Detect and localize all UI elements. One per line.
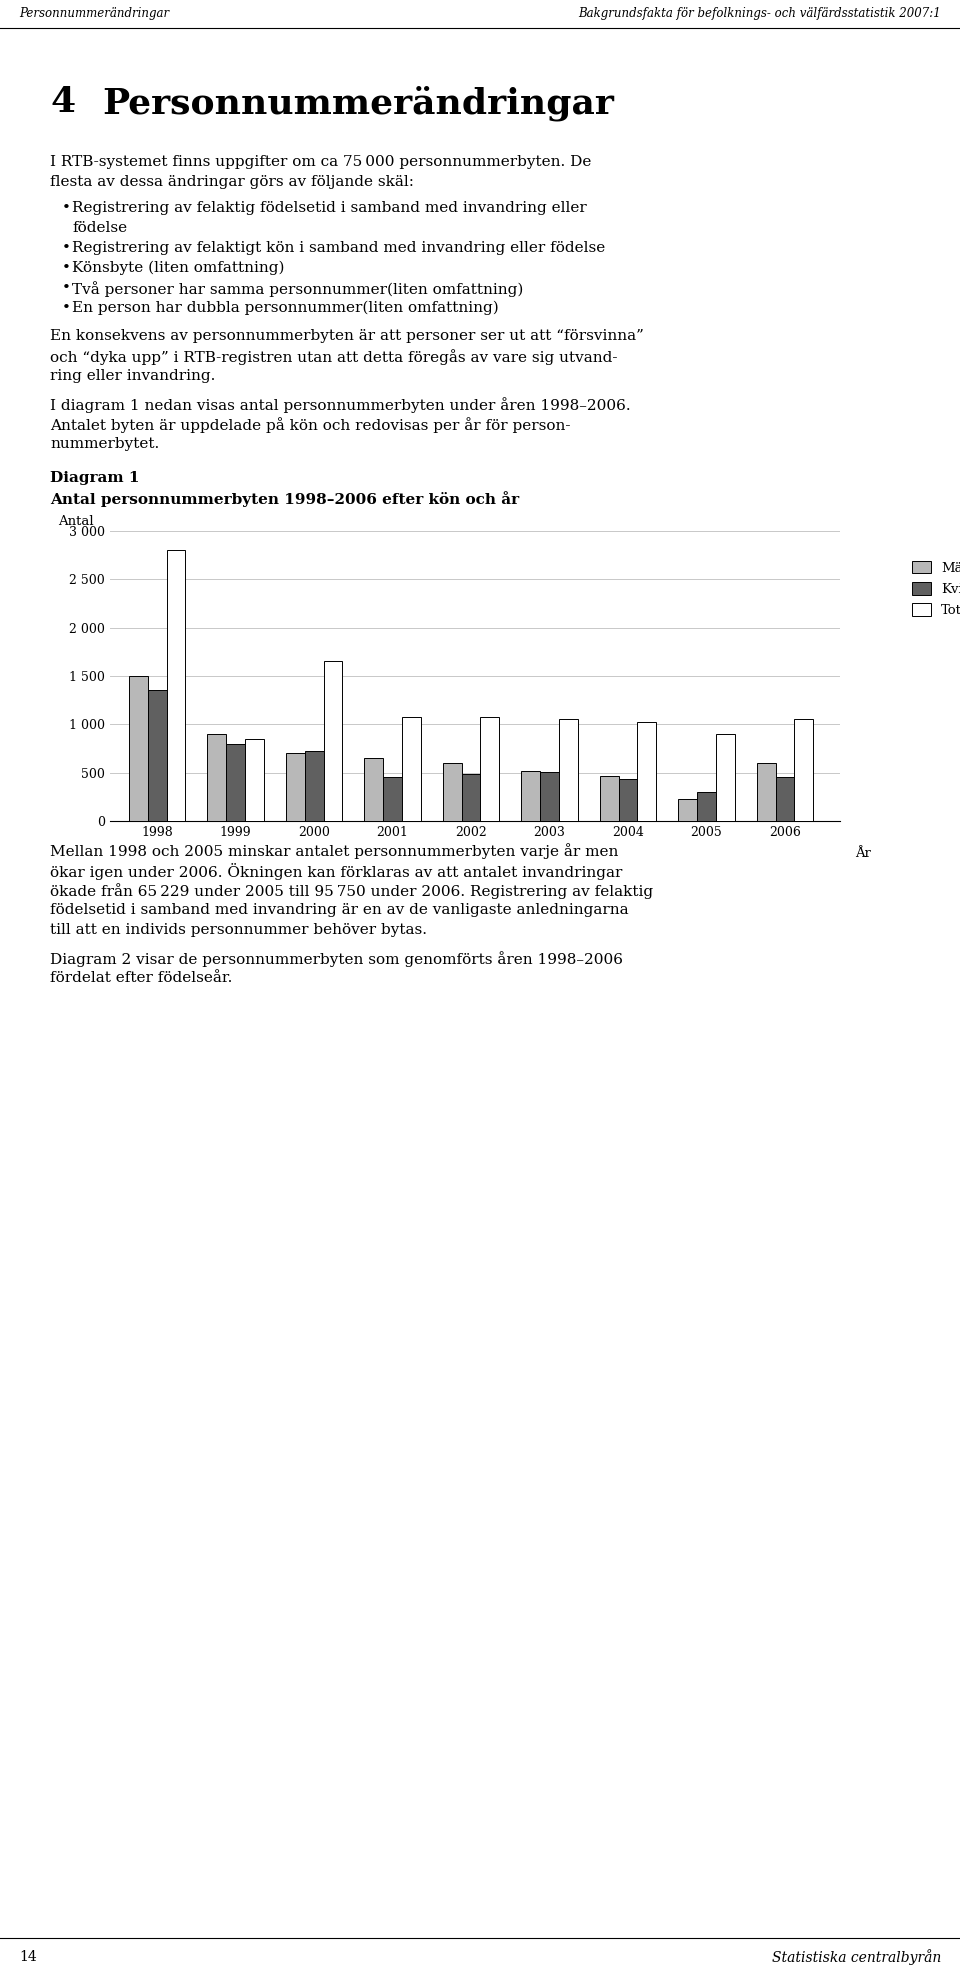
Text: Personnummerändringar: Personnummerändringar bbox=[19, 8, 169, 20]
Bar bbox=[540, 772, 559, 821]
Text: •: • bbox=[62, 201, 71, 215]
Bar bbox=[443, 764, 462, 821]
Bar bbox=[679, 799, 697, 821]
Text: födelse: födelse bbox=[72, 221, 127, 234]
Bar bbox=[756, 764, 776, 821]
Text: •: • bbox=[62, 262, 71, 276]
Text: nummerbytet.: nummerbytet. bbox=[50, 437, 159, 451]
Bar bbox=[559, 719, 578, 821]
Text: Antal personnummerbyten 1998–2006 efter kön och år: Antal personnummerbyten 1998–2006 efter … bbox=[50, 490, 519, 506]
Text: Statistiska centralbyrån: Statistiska centralbyrån bbox=[772, 1949, 941, 1965]
Text: fördelat efter födelseår.: fördelat efter födelseår. bbox=[50, 971, 232, 984]
Text: till att en individs personnummer behöver bytas.: till att en individs personnummer behöve… bbox=[50, 923, 427, 937]
Text: Två personer har samma personnummer(liten omfattning): Två personer har samma personnummer(lite… bbox=[72, 282, 523, 297]
Text: ökar igen under 2006. Ökningen kan förklaras av att antalet invandringar: ökar igen under 2006. Ökningen kan förkl… bbox=[50, 862, 622, 880]
Text: Diagram 1: Diagram 1 bbox=[50, 471, 139, 484]
Text: •: • bbox=[62, 301, 71, 315]
Text: och “dyka upp” i RTB-registren utan att detta föregås av vare sig utvand-: och “dyka upp” i RTB-registren utan att … bbox=[50, 349, 617, 364]
Text: Antalet byten är uppdelade på kön och redovisas per år för person-: Antalet byten är uppdelade på kön och re… bbox=[50, 417, 570, 433]
Text: Registrering av felaktigt kön i samband med invandring eller födelse: Registrering av felaktigt kön i samband … bbox=[72, 240, 605, 256]
Text: I RTB-systemet finns uppgifter om ca 75 000 personnummerbyten. De: I RTB-systemet finns uppgifter om ca 75 … bbox=[50, 156, 591, 169]
Text: •: • bbox=[62, 282, 71, 295]
Text: Registrering av felaktig födelsetid i samband med invandring eller: Registrering av felaktig födelsetid i sa… bbox=[72, 201, 587, 215]
Text: En konsekvens av personnummerbyten är att personer ser ut att “försvinna”: En konsekvens av personnummerbyten är at… bbox=[50, 329, 644, 343]
Text: flesta av dessa ändringar görs av följande skäl:: flesta av dessa ändringar görs av följan… bbox=[50, 175, 414, 189]
Bar bbox=[304, 752, 324, 821]
Text: Könsbyte (liten omfattning): Könsbyte (liten omfattning) bbox=[72, 262, 284, 276]
Bar bbox=[618, 780, 637, 821]
Bar bbox=[637, 723, 657, 821]
Text: Mellan 1998 och 2005 minskar antalet personnummerbyten varje år men: Mellan 1998 och 2005 minskar antalet per… bbox=[50, 843, 618, 858]
Bar bbox=[245, 738, 264, 821]
Text: ökade från 65 229 under 2005 till 95 750 under 2006. Registrering av felaktig: ökade från 65 229 under 2005 till 95 750… bbox=[50, 882, 653, 900]
Text: En person har dubbla personnummer(liten omfattning): En person har dubbla personnummer(liten … bbox=[72, 301, 499, 315]
Text: ring eller invandring.: ring eller invandring. bbox=[50, 368, 215, 384]
Text: födelsetid i samband med invandring är en av de vanligaste anledningarna: födelsetid i samband med invandring är e… bbox=[50, 904, 629, 918]
Text: •: • bbox=[62, 240, 71, 256]
Bar bbox=[166, 549, 185, 821]
Text: I diagram 1 nedan visas antal personnummerbyten under åren 1998–2006.: I diagram 1 nedan visas antal personnumm… bbox=[50, 398, 631, 413]
Text: Personnummerändringar: Personnummerändringar bbox=[102, 85, 613, 120]
Text: 14: 14 bbox=[19, 1949, 36, 1963]
Bar bbox=[776, 776, 795, 821]
Text: 4: 4 bbox=[50, 85, 75, 118]
Bar bbox=[227, 744, 245, 821]
Bar bbox=[600, 776, 618, 821]
Bar bbox=[795, 719, 813, 821]
Bar bbox=[129, 675, 148, 821]
Text: Antal: Antal bbox=[58, 516, 94, 528]
Text: Diagram 2 visar de personnummerbyten som genomförts åren 1998–2006: Diagram 2 visar de personnummerbyten som… bbox=[50, 951, 623, 967]
Bar bbox=[402, 717, 420, 821]
Bar bbox=[383, 776, 402, 821]
Bar bbox=[697, 792, 716, 821]
Bar bbox=[462, 774, 481, 821]
Bar bbox=[716, 734, 734, 821]
Bar bbox=[365, 758, 383, 821]
Bar bbox=[481, 717, 499, 821]
Bar bbox=[207, 734, 227, 821]
Text: År: År bbox=[854, 847, 871, 860]
Legend: Män, Kvinnor, Totalt: Män, Kvinnor, Totalt bbox=[912, 561, 960, 616]
Bar bbox=[148, 691, 166, 821]
Bar bbox=[521, 770, 540, 821]
Text: Bakgrundsfakta för befolknings- och välfärdsstatistik 2007:1: Bakgrundsfakta för befolknings- och välf… bbox=[578, 8, 941, 20]
Bar bbox=[286, 754, 304, 821]
Bar bbox=[324, 662, 343, 821]
